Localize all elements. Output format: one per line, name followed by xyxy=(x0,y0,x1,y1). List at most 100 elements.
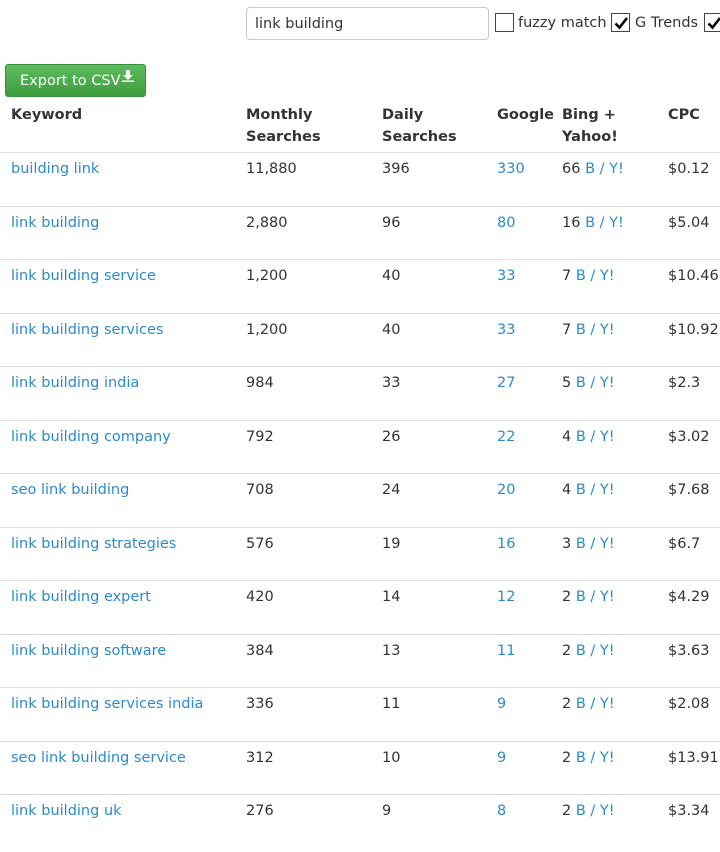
keyword-link[interactable]: link building company xyxy=(11,428,171,445)
table-cell: 312 xyxy=(246,741,382,795)
table-cell: 9 xyxy=(497,741,562,795)
table-cell: link building india xyxy=(0,366,246,421)
bing-link[interactable]: B xyxy=(575,642,586,659)
table-cell: $2.3 xyxy=(668,366,720,421)
checkmark-icon xyxy=(707,16,720,29)
export-csv-button[interactable]: Export to CSV xyxy=(5,64,146,97)
bing-link[interactable]: B xyxy=(575,535,586,552)
bing-link[interactable]: B xyxy=(575,749,586,766)
yahoo-link[interactable]: Y! xyxy=(599,535,615,552)
bing-link[interactable]: B xyxy=(575,268,586,284)
column-header-daily-searches[interactable]: Daily Searches xyxy=(382,100,497,153)
yahoo-link[interactable]: Y! xyxy=(599,642,615,659)
google-results-link[interactable]: 33 xyxy=(497,321,516,338)
daily-searches-value: 24 xyxy=(382,482,401,498)
keyword-link[interactable]: link building india xyxy=(11,375,140,391)
column-header-keyword[interactable]: Keyword xyxy=(0,100,246,153)
keyword-link[interactable]: link building software xyxy=(11,642,167,659)
google-results-link[interactable]: 33 xyxy=(497,268,516,284)
yahoo-link[interactable]: Y! xyxy=(599,375,615,391)
extra-option-checkbox[interactable] xyxy=(704,13,720,32)
table-row: link building expert 420 14 12 2 B / Y! $4.29 xyxy=(0,580,720,635)
table-cell: 2,880 xyxy=(246,206,382,260)
bing-link[interactable]: B xyxy=(575,321,586,338)
keyword-link[interactable]: link building services xyxy=(11,321,164,338)
bing-results-value: 16 xyxy=(562,214,581,231)
bing-link[interactable]: B xyxy=(575,589,586,605)
bing-link[interactable]: B xyxy=(585,214,596,231)
bing-yahoo-separator: / xyxy=(585,428,600,445)
table-cell: link building software xyxy=(0,634,246,688)
daily-searches-value: 33 xyxy=(382,375,401,391)
google-results-link[interactable]: 8 xyxy=(497,803,507,819)
yahoo-link[interactable]: Y! xyxy=(599,696,615,712)
bing-link[interactable]: B xyxy=(585,161,596,177)
search-input[interactable] xyxy=(246,7,489,40)
table-cell: 9 xyxy=(497,687,562,742)
yahoo-link[interactable]: Y! xyxy=(609,161,624,177)
g-trends-checkbox[interactable] xyxy=(611,13,630,32)
yahoo-link[interactable]: Y! xyxy=(609,214,624,231)
yahoo-link[interactable]: Y! xyxy=(599,428,615,445)
table-cell: 13 xyxy=(382,634,497,688)
yahoo-link[interactable]: Y! xyxy=(599,803,615,819)
daily-searches-value: 14 xyxy=(382,589,401,605)
column-header-monthly-searches[interactable]: Monthly Searches xyxy=(246,100,382,153)
daily-searches-value: 19 xyxy=(382,535,401,552)
daily-searches-value: 11 xyxy=(382,696,401,712)
table-cell: $7.68 xyxy=(668,473,720,528)
cpc-value: $5.04 xyxy=(668,214,710,231)
daily-searches-value: 96 xyxy=(382,214,401,231)
table-cell: 276 xyxy=(246,795,382,849)
table-cell: 40 xyxy=(382,313,497,367)
yahoo-link[interactable]: Y! xyxy=(599,482,615,498)
google-results-link[interactable]: 22 xyxy=(497,428,516,445)
keyword-link[interactable]: link building expert xyxy=(11,589,151,605)
bing-results-value: 4 xyxy=(562,428,572,445)
yahoo-link[interactable]: Y! xyxy=(599,749,615,766)
bing-link[interactable]: B xyxy=(575,803,586,819)
column-header-cpc[interactable]: CPC xyxy=(668,100,720,153)
table-cell: $2.08 xyxy=(668,687,720,742)
yahoo-link[interactable]: Y! xyxy=(599,268,615,284)
table-row: link building software 384 13 11 2 B / Y! $3.… xyxy=(0,634,720,688)
google-results-link[interactable]: 9 xyxy=(497,749,507,766)
google-results-link[interactable]: 330 xyxy=(497,161,525,177)
bing-results-value: 2 xyxy=(562,642,572,659)
google-results-link[interactable]: 12 xyxy=(497,589,516,605)
column-header-bing-yahoo[interactable]: Bing + Yahoo! xyxy=(562,100,668,153)
cpc-value: $7.68 xyxy=(668,482,710,498)
keyword-link[interactable]: seo link building xyxy=(11,482,130,498)
table-cell: 2 B / Y! xyxy=(562,580,668,635)
google-results-link[interactable]: 27 xyxy=(497,375,516,391)
bing-yahoo-separator: / xyxy=(585,375,600,391)
google-results-link[interactable]: 20 xyxy=(497,482,516,498)
keyword-link[interactable]: link building service xyxy=(11,268,156,284)
keyword-link[interactable]: link building services india xyxy=(11,696,204,712)
keyword-link[interactable]: building link xyxy=(11,161,100,177)
google-results-link[interactable]: 80 xyxy=(497,214,516,231)
keyword-link[interactable]: link building xyxy=(11,214,100,231)
table-row: link building services 1,200 40 33 7 B / Y! $… xyxy=(0,313,720,367)
keyword-link[interactable]: link building strategies xyxy=(11,535,177,552)
column-header-google[interactable]: Google xyxy=(497,100,562,153)
bing-yahoo-separator: / xyxy=(585,589,600,605)
table-row: building link 11,880 396 330 66 B / Y! $0.12 xyxy=(0,152,720,207)
bing-link[interactable]: B xyxy=(575,482,586,498)
keyword-link[interactable]: link building uk xyxy=(11,803,122,819)
table-cell: 384 xyxy=(246,634,382,688)
table-cell: 708 xyxy=(246,473,382,528)
keyword-link[interactable]: seo link building service xyxy=(11,749,186,766)
google-results-link[interactable]: 9 xyxy=(497,696,507,712)
google-results-link[interactable]: 16 xyxy=(497,535,516,552)
fuzzy-match-checkbox[interactable] xyxy=(495,13,514,32)
bing-link[interactable]: B xyxy=(575,696,586,712)
google-results-link[interactable]: 11 xyxy=(497,642,516,659)
table-cell: 984 xyxy=(246,366,382,421)
table-cell: 3 B / Y! xyxy=(562,527,668,581)
bing-link[interactable]: B xyxy=(575,375,586,391)
bing-link[interactable]: B xyxy=(575,428,586,445)
yahoo-link[interactable]: Y! xyxy=(599,589,615,605)
bing-yahoo-separator: / xyxy=(585,482,600,498)
yahoo-link[interactable]: Y! xyxy=(599,321,615,338)
